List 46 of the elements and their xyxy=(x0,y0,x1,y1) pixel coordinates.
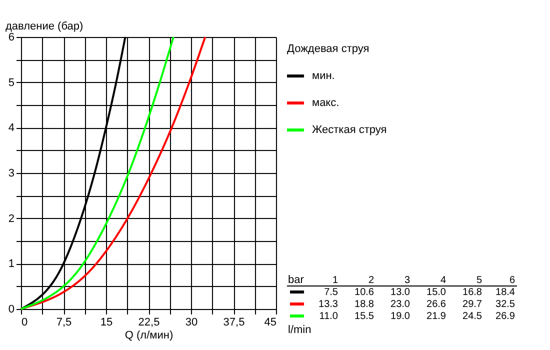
text: 29.7 xyxy=(462,299,482,310)
text: bar xyxy=(288,274,304,286)
text: 11.0 xyxy=(319,311,338,322)
text: 6 xyxy=(509,275,516,286)
x-tick-label: 0 xyxy=(22,316,28,328)
x-tick-label: 37,5 xyxy=(223,316,245,328)
text: l/min xyxy=(288,324,312,336)
text: 15.0 xyxy=(426,287,446,298)
y-tick-label: 2 xyxy=(8,212,14,225)
x-tick-label: 30 xyxy=(185,316,198,328)
text: 1 xyxy=(332,275,338,286)
y-tick-label: 3 xyxy=(8,168,14,180)
y-tick-label: 4 xyxy=(8,122,14,134)
text: 10.6 xyxy=(354,287,374,298)
y-axis-title: давление (бар) xyxy=(6,20,84,32)
text: 23.0 xyxy=(390,299,410,310)
y-tick-label: 6 xyxy=(8,32,14,44)
text: 13.0 xyxy=(390,287,410,298)
text: 21.9 xyxy=(426,311,446,322)
y-tick-label: 5 xyxy=(8,76,14,89)
text: 7.5 xyxy=(324,287,338,298)
legend-label: Жесткая струя xyxy=(312,124,387,136)
text: 19.0 xyxy=(390,311,410,322)
text: 3 xyxy=(404,275,410,286)
text: 15.5 xyxy=(354,311,374,322)
text: 18.8 xyxy=(354,299,374,310)
x-tick-label: 7,5 xyxy=(56,316,72,328)
text: 13.3 xyxy=(318,299,338,310)
x-tick-label: 15 xyxy=(100,316,113,328)
text: 18.4 xyxy=(496,287,516,298)
legend-label: мин. xyxy=(312,70,335,82)
y-tick-label: 1 xyxy=(8,258,14,270)
x-tick-label: 45 xyxy=(264,316,276,328)
text: 5 xyxy=(476,275,482,286)
text: 4 xyxy=(440,275,446,286)
text: 16.8 xyxy=(462,287,482,298)
legend-title: Дождевая струя xyxy=(287,43,370,55)
legend-label: макс. xyxy=(312,97,340,109)
y-tick-label: 0 xyxy=(8,304,14,316)
text: 2 xyxy=(368,275,374,286)
x-tick-label: 22,5 xyxy=(138,316,160,328)
x-axis-title: Q (л/мин) xyxy=(124,330,174,342)
text: 26.9 xyxy=(496,311,516,322)
text: 32.5 xyxy=(496,299,516,310)
text: 24.5 xyxy=(462,311,482,322)
text: 26.6 xyxy=(426,299,446,310)
